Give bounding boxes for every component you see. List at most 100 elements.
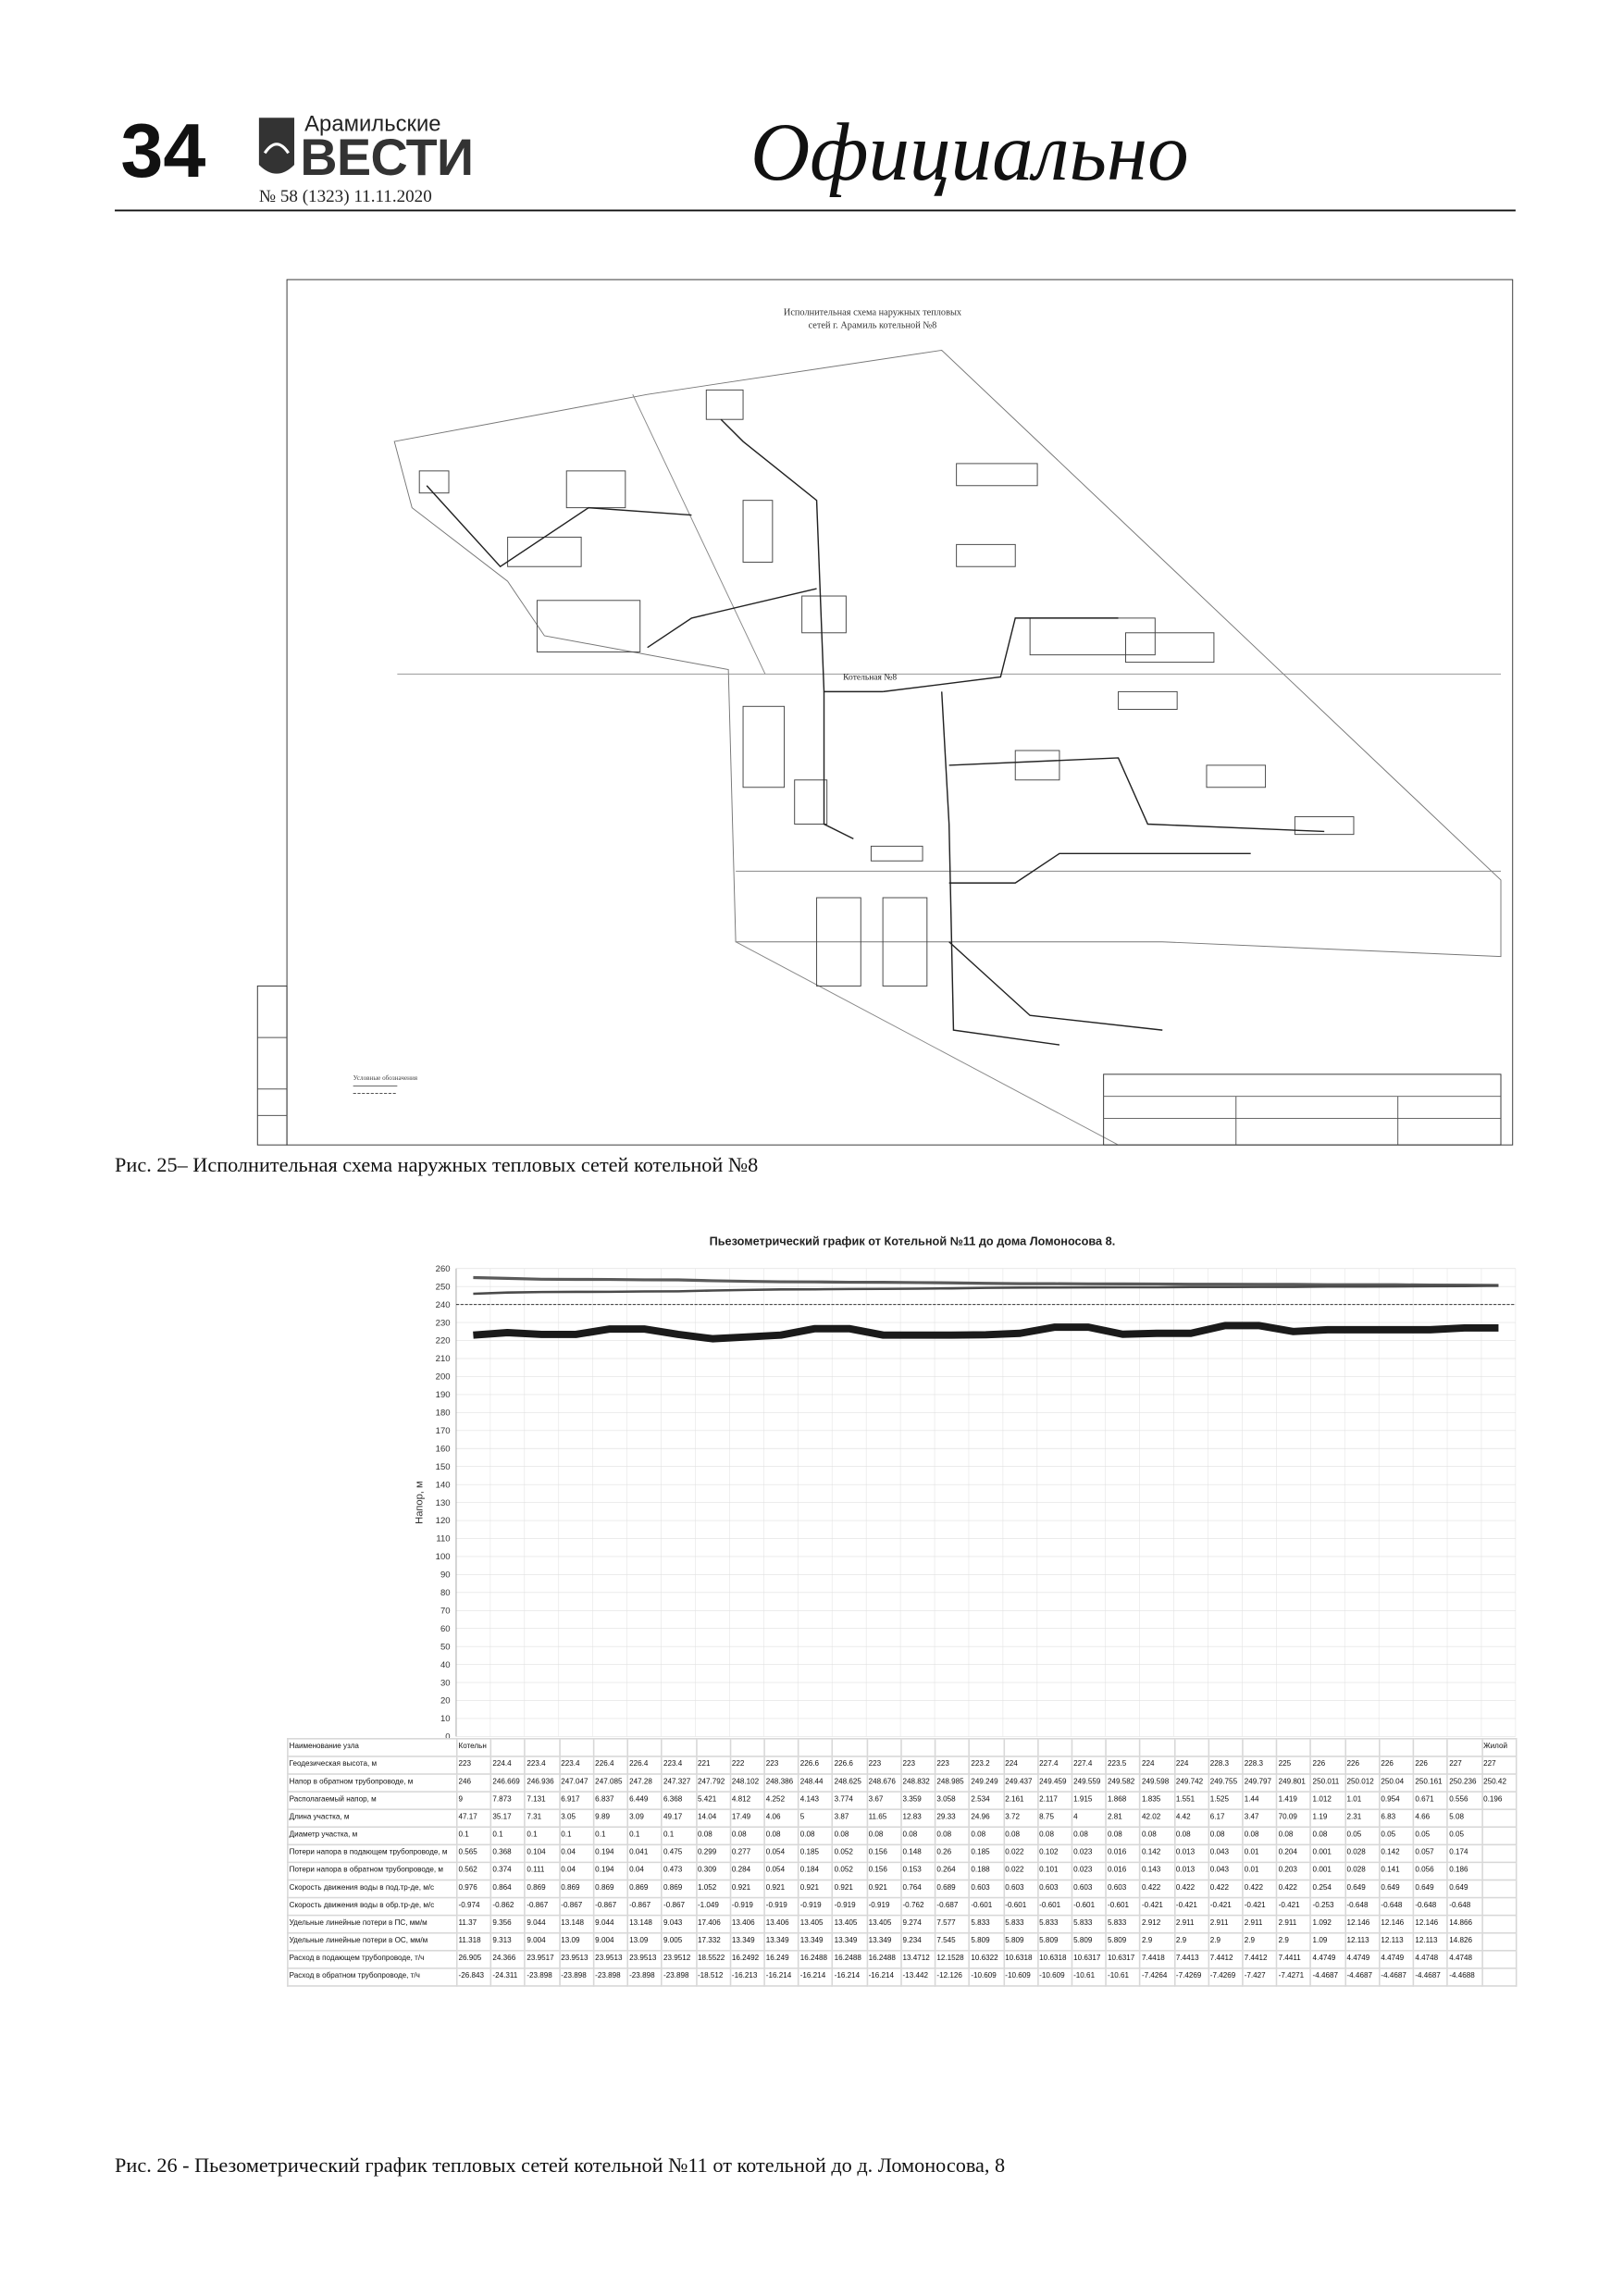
table-cell: 248.386	[763, 1773, 799, 1793]
table-cell: -10.61	[1071, 1967, 1108, 1987]
category-cell	[1173, 1738, 1209, 1757]
table-cell: 13.406	[729, 1914, 765, 1934]
table-cell: 247.792	[695, 1773, 731, 1793]
table-cell: -0.601	[1036, 1896, 1073, 1917]
table-cell: 0.05	[1446, 1826, 1483, 1846]
table-cell: -10.61	[1105, 1967, 1142, 1987]
table-cell: 228.3	[1242, 1756, 1278, 1775]
table-cell: 246.669	[489, 1773, 527, 1793]
table-cell: 10.6318	[1002, 1950, 1039, 1969]
category-cell	[798, 1738, 834, 1757]
table-cell: 13.09	[558, 1931, 595, 1952]
table-cell: 0.1	[661, 1826, 698, 1846]
masthead: ВЕСТИ	[300, 129, 474, 186]
table-cell: 0.043	[1208, 1861, 1244, 1881]
table-cell: 250.236	[1446, 1773, 1483, 1793]
table-cell	[1481, 1931, 1518, 1952]
table-cell: 29.33	[934, 1808, 971, 1829]
table-cell: 0.08	[798, 1826, 834, 1846]
table-cell: 5.833	[1105, 1914, 1142, 1934]
category-cell	[592, 1738, 629, 1757]
row-label: Располагаемый напор, м	[287, 1791, 458, 1810]
category-cell	[934, 1738, 971, 1757]
table-cell: 250.161	[1412, 1773, 1449, 1793]
table-cell: 0.264	[934, 1861, 971, 1881]
table-cell: 249.437	[1002, 1773, 1039, 1793]
table-cell: 13.349	[798, 1931, 834, 1952]
table-cell: 228.3	[1208, 1756, 1244, 1775]
table-cell: 3.774	[832, 1791, 868, 1810]
table-cell	[1481, 1967, 1518, 1987]
table-cell: 2.9	[1242, 1931, 1278, 1952]
table-cell: 249.459	[1036, 1773, 1073, 1793]
y-tick-label: 190	[436, 1390, 451, 1400]
table-cell: 221	[695, 1756, 731, 1775]
table-cell: 7.31	[524, 1808, 561, 1829]
table-cell: 13.148	[558, 1914, 595, 1934]
table-cell: 2.161	[1002, 1791, 1039, 1810]
row-label: Удельные линейные потери в ОС, мм/м	[287, 1931, 458, 1952]
category-cell	[1208, 1738, 1244, 1757]
table-cell: 4.4749	[1344, 1950, 1381, 1969]
table-cell: 0.954	[1378, 1791, 1415, 1810]
table-cell: -0.867	[524, 1896, 561, 1917]
table-row: Диаметр участка, м 0.1 0.1 0.1 0.1 0.1 0.1 0.1 0…	[287, 1826, 1518, 1846]
table-cell: -0.919	[866, 1896, 902, 1917]
table-cell: 246.936	[524, 1773, 561, 1793]
table-cell: 226.6	[798, 1756, 834, 1775]
table-cell: 0.01	[1242, 1843, 1278, 1864]
table-cell: 0.374	[489, 1861, 527, 1881]
table-cell: 2.9	[1173, 1931, 1209, 1952]
table-cell: 4.42	[1173, 1808, 1209, 1829]
table-cell: 249.742	[1173, 1773, 1209, 1793]
category-cell	[832, 1738, 868, 1757]
issue-info: № 58 (1323) 11.11.2020	[259, 187, 432, 206]
table-cell: 7.873	[489, 1791, 527, 1810]
category-cell	[968, 1738, 1005, 1757]
table-cell: -16.213	[729, 1967, 765, 1987]
row-label: Удельные линейные потери в ПС, мм/м	[287, 1914, 458, 1934]
category-cell	[1036, 1738, 1073, 1757]
table-cell: 0.864	[489, 1879, 527, 1899]
table-cell: 0.921	[729, 1879, 765, 1899]
table-cell: 13.405	[832, 1914, 868, 1934]
table-cell: 0.764	[899, 1879, 936, 1899]
table-row: Расход в обратном трубопроводе, т/ч -26.8…	[287, 1967, 1518, 1987]
table-row: Напор в обратном трубопроводе, м 246 246.6…	[287, 1773, 1518, 1793]
table-cell: -0.421	[1208, 1896, 1244, 1917]
table-cell: 6.83	[1378, 1808, 1415, 1829]
table-cell: -18.512	[695, 1967, 731, 1987]
table-cell: 0.1	[489, 1826, 527, 1846]
table-cell: 0.475	[661, 1843, 698, 1864]
category-cell	[695, 1738, 731, 1757]
table-cell: 247.28	[626, 1773, 663, 1793]
y-tick-label: 260	[436, 1264, 451, 1274]
table-cell: 6.449	[626, 1791, 663, 1810]
table-cell: 5.809	[968, 1931, 1005, 1952]
table-cell: 0.422	[1276, 1879, 1312, 1899]
table-cell: 248.832	[899, 1773, 936, 1793]
table-cell: 0.143	[1139, 1861, 1175, 1881]
table-cell: 0.056	[1412, 1861, 1449, 1881]
table-cell: 4.4748	[1446, 1950, 1483, 1969]
table-cell: 0.603	[1071, 1879, 1108, 1899]
table-cell: 12.113	[1412, 1931, 1449, 1952]
row-label: Наименование узла	[287, 1738, 458, 1757]
table-cell: 0.869	[626, 1879, 663, 1899]
page-number: 34	[120, 107, 205, 193]
table-cell: 23.9513	[558, 1950, 595, 1969]
table-cell: 0.01	[1242, 1861, 1278, 1881]
schematic-title: Исполнительная схема наружных тепловых	[784, 307, 962, 317]
table-cell: 0.185	[968, 1843, 1005, 1864]
y-tick-label: 220	[436, 1336, 451, 1347]
figure-caption: Рис. 25– Исполнительная схема наружных т…	[115, 1153, 758, 1176]
table-cell: 225	[1276, 1756, 1312, 1775]
table-cell: 10.6317	[1105, 1950, 1142, 1969]
table-cell	[1481, 1826, 1518, 1846]
table-cell: -0.648	[1378, 1896, 1415, 1917]
category-cell: Котельн	[455, 1738, 492, 1757]
table-cell: 227.4	[1071, 1756, 1108, 1775]
table-cell: -0.867	[592, 1896, 629, 1917]
table-cell: 0.422	[1173, 1879, 1209, 1899]
table-cell: -0.862	[489, 1896, 527, 1917]
